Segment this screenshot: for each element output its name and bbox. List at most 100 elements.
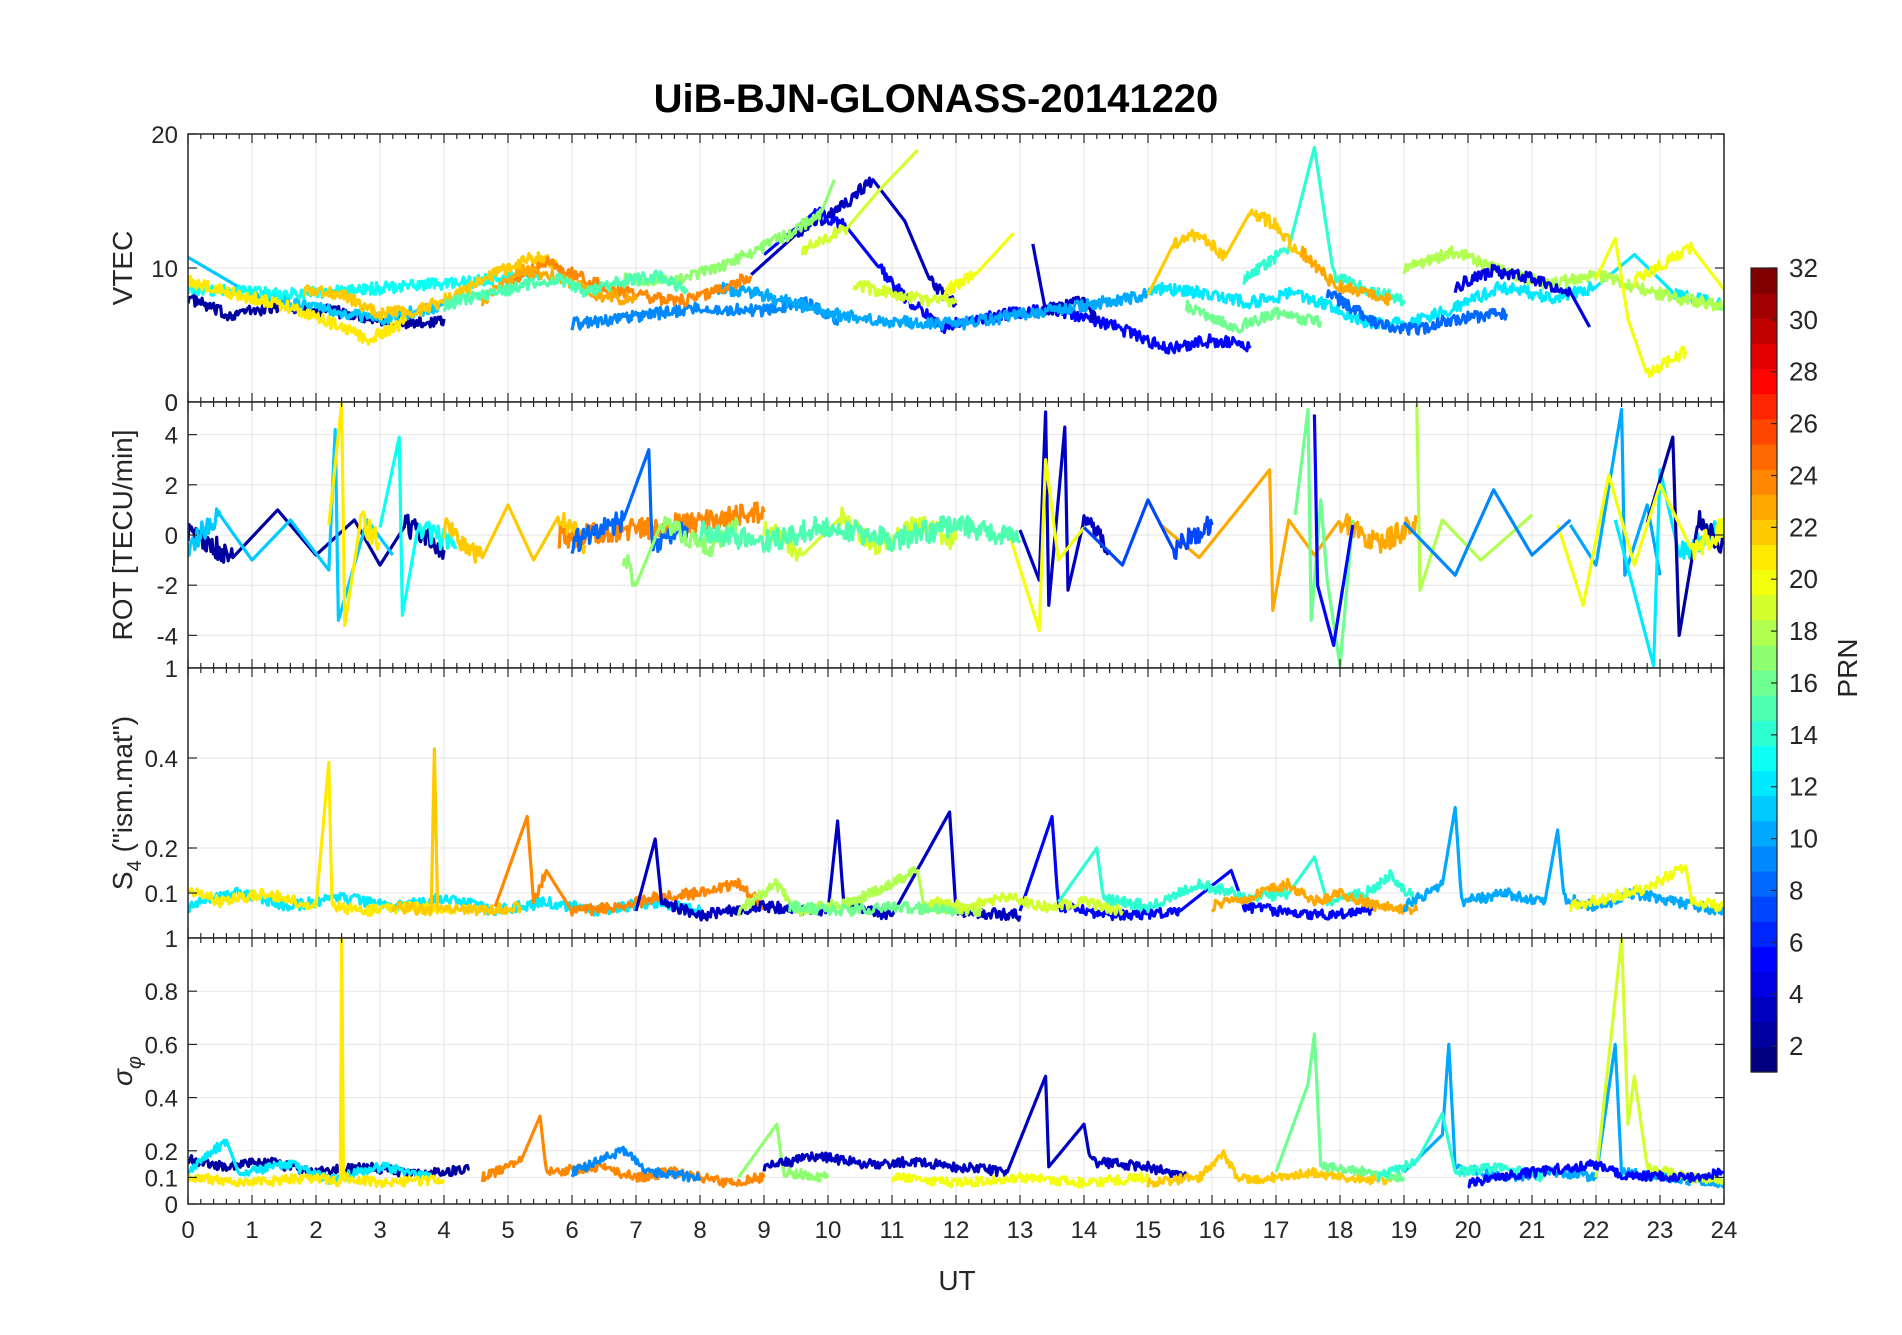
- colorbar-cell: [1751, 996, 1777, 1023]
- series-line-prn-22: [302, 251, 561, 321]
- colorbar-cell: [1751, 268, 1777, 294]
- x-tick-label: 11: [880, 1217, 905, 1244]
- series-line-prn-5: [1018, 814, 1374, 922]
- colorbar-frame: [1750, 267, 1778, 1073]
- series-line-prn-9: [1402, 488, 1572, 577]
- series-line-prn-15: [698, 514, 1022, 554]
- x-tick-label: 14: [1071, 1217, 1098, 1244]
- colorbar-cell: [1751, 569, 1777, 596]
- panel-sigphi-ytick-label: 0: [165, 1192, 178, 1219]
- colorbar-tick-label: 10: [1789, 824, 1818, 854]
- panel-vtec-ytick-label: 0: [165, 390, 178, 417]
- colorbar-tick-label: 18: [1789, 616, 1818, 646]
- series-line-prn-16: [788, 900, 958, 917]
- colorbar-tick-label: 4: [1789, 979, 1803, 1009]
- colorbar-cell: [1751, 1046, 1777, 1073]
- colorbar-cell: [1751, 946, 1777, 973]
- colorbar-cell: [1751, 544, 1777, 571]
- series-line-prn-5: [1467, 1159, 1724, 1189]
- colorbar-cell: [1751, 519, 1777, 545]
- x-tick-label: 6: [565, 1217, 578, 1244]
- colorbar-cell: [1751, 921, 1777, 947]
- series-line-prn-21: [188, 274, 408, 346]
- panel-sigphi-ytick-label: 0.4: [145, 1086, 178, 1113]
- colorbar-cell: [1751, 871, 1777, 897]
- series-line-prn-16: [1184, 299, 1323, 334]
- colorbar-label: PRN: [1832, 638, 1863, 697]
- x-tick-label: 16: [1199, 1217, 1226, 1244]
- panel-rot-ytick-label: -4: [157, 623, 178, 650]
- colorbar-cell: [1751, 820, 1777, 847]
- series-line-prn-7: [1082, 498, 1214, 567]
- series-line-prn-15: [442, 269, 689, 313]
- series-line-prn-12: [1146, 253, 1724, 331]
- colorbar-cell: [1751, 971, 1777, 998]
- panel-rot-ytick-label: -2: [157, 573, 178, 600]
- series-line-prn-22: [391, 747, 523, 917]
- series-line-prn-10: [1569, 407, 1662, 577]
- colorbar-cell: [1751, 795, 1777, 822]
- series-line-prn-14: [1242, 145, 1406, 307]
- series-line-prn-12: [188, 1138, 433, 1185]
- panel-rot-series-group: [188, 402, 1724, 668]
- colorbar-cell: [1751, 393, 1777, 420]
- colorbar-cell: [1751, 494, 1777, 520]
- series-line-prn-14: [1376, 1111, 1547, 1183]
- series-line-prn-19: [928, 891, 1124, 916]
- panel-vtec-ytick-label: 20: [151, 122, 178, 149]
- x-tick-label: 7: [629, 1217, 642, 1244]
- colorbar-tick-label: 16: [1789, 668, 1818, 698]
- chart-title: UiB-BJN-GLONASS-20141220: [654, 77, 1219, 121]
- panel-s4-top-label: 1: [165, 656, 178, 683]
- series-line-prn-8: [1325, 289, 1508, 336]
- series-line-prn-22: [1146, 208, 1304, 296]
- colorbar-tick-label: 22: [1789, 512, 1818, 542]
- colorbar-cell: [1751, 318, 1777, 344]
- series-line-prn-24: [480, 1114, 766, 1189]
- series-line-prn-3: [762, 1074, 1188, 1182]
- colorbar-cell: [1751, 619, 1777, 646]
- panel-sigphi-ylabel: σφ: [107, 1056, 146, 1086]
- series-line-prn-10: [1402, 805, 1724, 916]
- x-tick-label: 3: [373, 1217, 386, 1244]
- series-line-prn-24: [493, 814, 766, 917]
- series-line-prn-20: [1556, 473, 1724, 607]
- panel-sigphi-top-label: 1: [165, 926, 178, 953]
- series-line-prn-14: [1057, 846, 1419, 914]
- panel-s4-ylabel: S4 ("ism.mat"): [107, 716, 146, 890]
- series-line-prn-22: [1146, 1149, 1393, 1188]
- series-line-prn-19: [800, 148, 919, 256]
- x-tick-label: 13: [1007, 1217, 1034, 1244]
- x-tick-label: 20: [1455, 1217, 1482, 1244]
- panel-rot-ytick-label: 0: [165, 523, 178, 550]
- panel-sigphi-ytick-label: 0.2: [145, 1139, 178, 1166]
- colorbar-cell: [1751, 1021, 1777, 1048]
- series-line-prn-17: [737, 1122, 830, 1183]
- panel-vtec-ytick-label: 10: [151, 256, 178, 283]
- colorbar-tick-label: 12: [1789, 772, 1818, 802]
- colorbar-cell: [1751, 720, 1777, 746]
- panel-sigphi-series-group: [188, 938, 1724, 1189]
- series-line-prn-21: [188, 938, 446, 1189]
- x-tick-label: 23: [1647, 1217, 1674, 1244]
- x-tick-label: 18: [1327, 1217, 1354, 1244]
- series-line-prn-23: [1159, 468, 1419, 612]
- colorbar-tick-label: 24: [1789, 460, 1818, 490]
- colorbar-cell: [1751, 293, 1777, 319]
- series-line-prn-10: [711, 281, 1150, 331]
- x-tick-label: 5: [501, 1217, 514, 1244]
- series-line-prn-16: [1293, 407, 1355, 668]
- series-line-prn-23: [1300, 245, 1393, 307]
- panel-sigphi-ytick-label: 0.8: [145, 979, 178, 1006]
- x-axis-label: UT: [938, 1265, 975, 1296]
- x-tick-label: 0: [181, 1217, 194, 1244]
- series-line-prn-19: [852, 280, 958, 308]
- series-line-prn-21: [327, 402, 381, 627]
- panel-s4-ytick-label: 0.1: [145, 881, 178, 908]
- series-line-prn-20: [1594, 236, 1688, 379]
- colorbar-tick-label: 8: [1789, 875, 1803, 905]
